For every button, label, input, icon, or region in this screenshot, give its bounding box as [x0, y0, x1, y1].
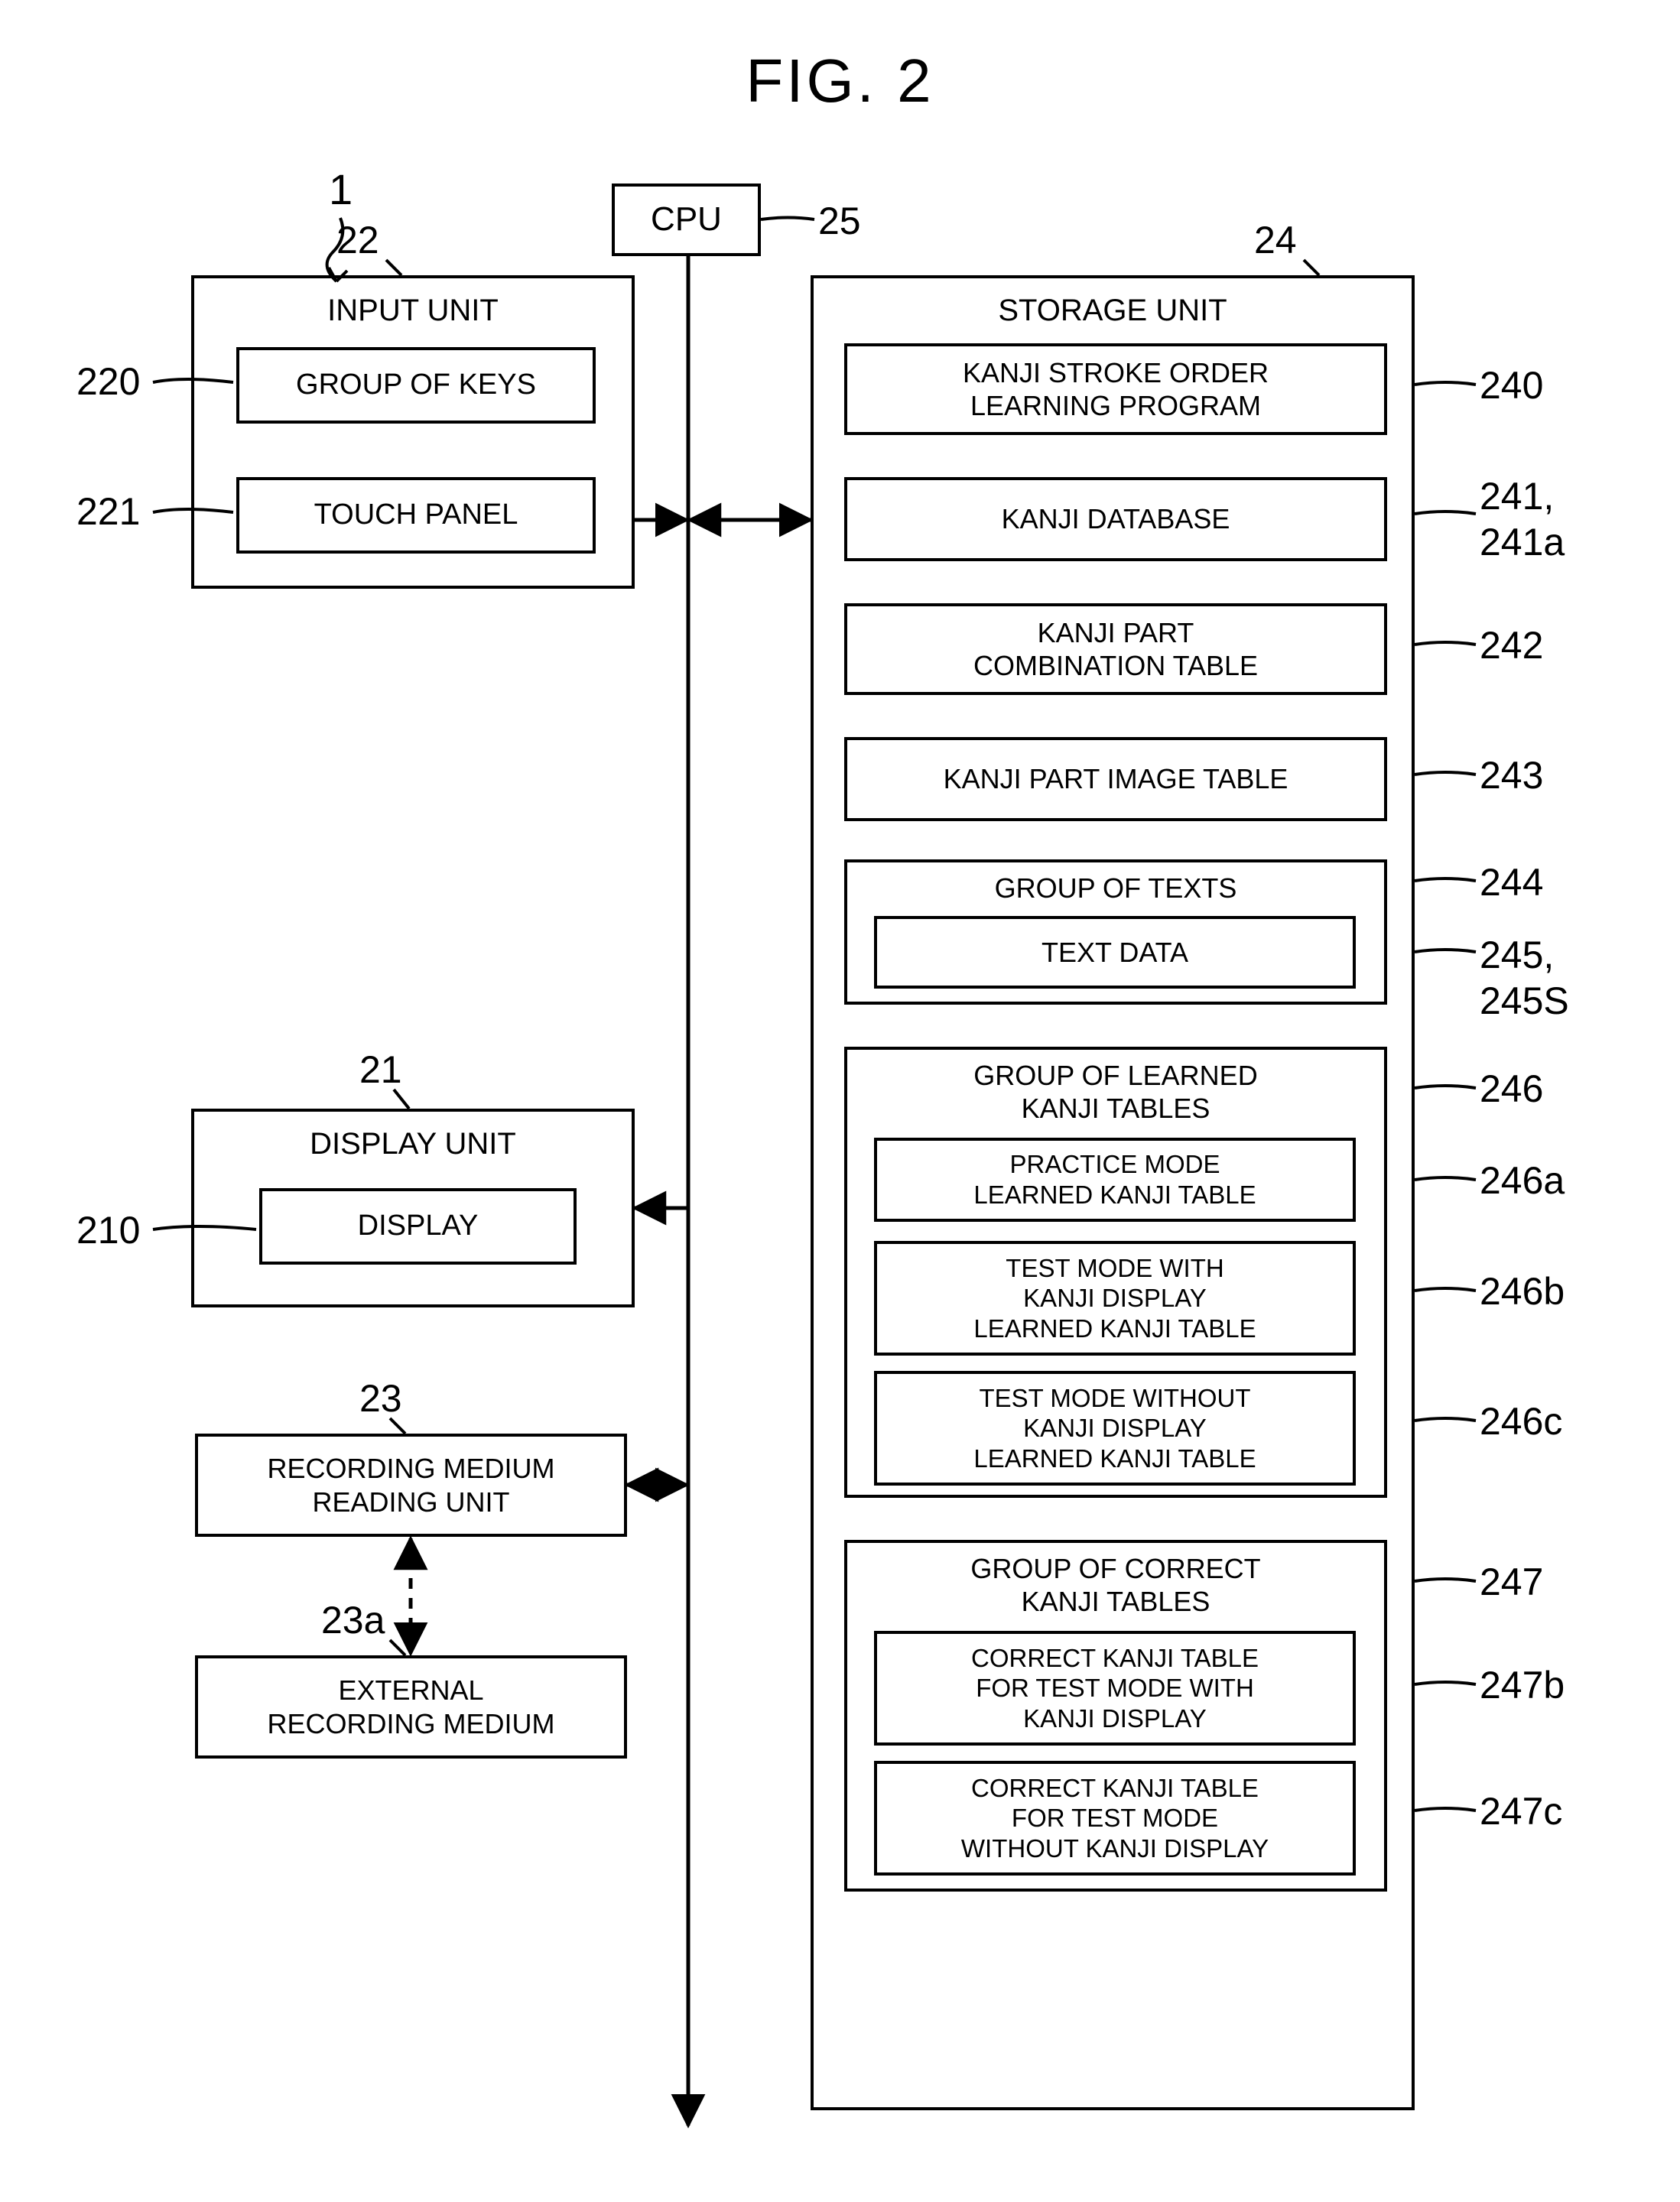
- ref-247b: 247b: [1480, 1663, 1565, 1707]
- storage-244-title: GROUP OF TEXTS: [847, 872, 1384, 905]
- storage-246-group: GROUP OF LEARNED KANJI TABLES PRACTICE M…: [844, 1047, 1387, 1498]
- storage-240-box: KANJI STROKE ORDER LEARNING PROGRAM: [844, 343, 1387, 435]
- ref-245s: 245S: [1480, 979, 1569, 1023]
- ref-241a: 241a: [1480, 520, 1565, 564]
- storage-241-box: KANJI DATABASE: [844, 477, 1387, 561]
- ref-244: 244: [1480, 860, 1543, 905]
- ref-245: 245,: [1480, 933, 1554, 977]
- ref-246: 246: [1480, 1067, 1543, 1111]
- display-unit-box: DISPLAY UNIT DISPLAY: [191, 1109, 635, 1307]
- storage-244-group: GROUP OF TEXTS TEXT DATA: [844, 859, 1387, 1005]
- ref-240: 240: [1480, 363, 1543, 408]
- storage-245-box: TEXT DATA: [874, 916, 1356, 989]
- cpu-box: CPU: [612, 184, 761, 256]
- figure-title: FIG. 2: [31, 46, 1649, 116]
- ref-25: 25: [818, 199, 861, 243]
- ref-243: 243: [1480, 753, 1543, 797]
- ref-23: 23: [359, 1376, 402, 1421]
- storage-246a-box: PRACTICE MODE LEARNED KANJI TABLE: [874, 1138, 1356, 1222]
- storage-247c-box: CORRECT KANJI TABLE FOR TEST MODE WITHOU…: [874, 1761, 1356, 1876]
- touch-panel-box: TOUCH PANEL: [236, 477, 596, 554]
- ref-247: 247: [1480, 1560, 1543, 1604]
- storage-242-box: KANJI PART COMBINATION TABLE: [844, 603, 1387, 695]
- ref-246b: 246b: [1480, 1269, 1565, 1314]
- storage-unit-title: STORAGE UNIT: [814, 294, 1412, 328]
- external-recording-medium-box: EXTERNAL RECORDING MEDIUM: [195, 1655, 627, 1759]
- diagram-canvas: FIG. 2 1 CPU 25 22 INPUT UNIT GROUP OF K…: [31, 31, 1649, 2171]
- storage-247-title: GROUP OF CORRECT KANJI TABLES: [847, 1552, 1384, 1618]
- ref-221: 221: [76, 489, 140, 534]
- storage-247b-box: CORRECT KANJI TABLE FOR TEST MODE WITH K…: [874, 1631, 1356, 1746]
- display-unit-title: DISPLAY UNIT: [194, 1127, 632, 1161]
- group-of-keys-box: GROUP OF KEYS: [236, 347, 596, 424]
- ref-23a: 23a: [321, 1598, 385, 1642]
- storage-246c-box: TEST MODE WITHOUT KANJI DISPLAY LEARNED …: [874, 1371, 1356, 1486]
- storage-246-title: GROUP OF LEARNED KANJI TABLES: [847, 1059, 1384, 1125]
- storage-247-group: GROUP OF CORRECT KANJI TABLES CORRECT KA…: [844, 1540, 1387, 1892]
- storage-unit-box: STORAGE UNIT KANJI STROKE ORDER LEARNING…: [811, 275, 1415, 2110]
- recording-medium-reading-unit-box: RECORDING MEDIUM READING UNIT: [195, 1434, 627, 1537]
- ref-247c: 247c: [1480, 1789, 1562, 1833]
- input-unit-title: INPUT UNIT: [194, 294, 632, 328]
- input-unit-box: INPUT UNIT GROUP OF KEYS TOUCH PANEL: [191, 275, 635, 589]
- ref-22: 22: [336, 218, 379, 262]
- ref-1: 1: [329, 164, 353, 214]
- ref-220: 220: [76, 359, 140, 404]
- ref-241: 241,: [1480, 474, 1554, 518]
- ref-246c: 246c: [1480, 1399, 1562, 1444]
- ref-21: 21: [359, 1047, 402, 1092]
- ref-210: 210: [76, 1208, 140, 1252]
- storage-246b-box: TEST MODE WITH KANJI DISPLAY LEARNED KAN…: [874, 1241, 1356, 1356]
- ref-246a: 246a: [1480, 1158, 1565, 1203]
- storage-243-box: KANJI PART IMAGE TABLE: [844, 737, 1387, 821]
- ref-24: 24: [1254, 218, 1297, 262]
- display-box: DISPLAY: [259, 1188, 577, 1265]
- ref-242: 242: [1480, 623, 1543, 667]
